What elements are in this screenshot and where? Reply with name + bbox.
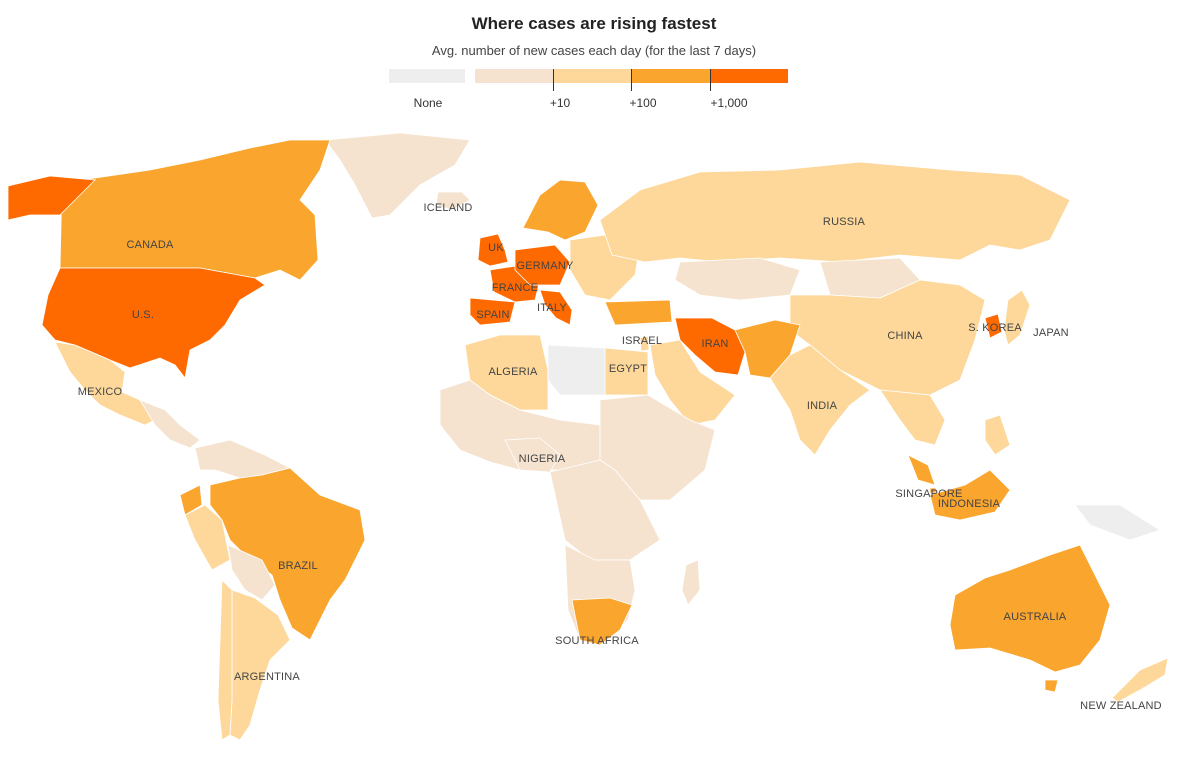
legend-swatch-ten — [553, 69, 631, 83]
region-tasmania — [1044, 679, 1059, 693]
label-germany: GERMANY — [516, 260, 573, 272]
region-japan[interactable] — [1003, 289, 1031, 346]
region-libya — [547, 344, 606, 396]
label-southafrica: SOUTH AFRICA — [555, 635, 639, 647]
region-us[interactable] — [41, 267, 266, 379]
legend-swatch-hundred — [631, 69, 710, 83]
region-png — [1074, 504, 1161, 541]
label-mexico: MEXICO — [78, 386, 123, 398]
region-nigeria[interactable] — [504, 437, 561, 473]
region-iran[interactable] — [674, 317, 746, 376]
legend-swatch-thousand — [710, 69, 788, 83]
region-iceland[interactable] — [435, 191, 471, 211]
legend-swatch-low — [475, 69, 553, 83]
region-arabia — [649, 339, 736, 426]
label-indonesia: INDONESIA — [938, 498, 1001, 510]
label-algeria: ALGERIA — [488, 366, 538, 378]
region-canada[interactable] — [59, 139, 331, 281]
map-subtitle: Avg. number of new cases each day (for t… — [431, 43, 757, 58]
label-uk: UK — [488, 242, 504, 254]
label-newzealand: NEW ZEALAND — [1080, 700, 1162, 712]
legend-tick-hundred — [631, 69, 632, 91]
region-israel[interactable] — [639, 335, 650, 352]
label-us: U.S. — [132, 309, 154, 321]
label-china: CHINA — [887, 330, 923, 342]
label-iran: IRAN — [701, 338, 728, 350]
region-greenland — [324, 132, 471, 219]
label-india: INDIA — [807, 400, 838, 412]
label-nigeria: NIGERIA — [519, 453, 566, 465]
region-germany[interactable] — [514, 244, 571, 286]
legend-label-thousand: +1,000 — [710, 96, 748, 110]
region-central-africa — [549, 459, 661, 561]
region-uk[interactable] — [477, 233, 509, 267]
label-japan: JAPAN — [1033, 327, 1069, 339]
label-france: FRANCE — [492, 282, 538, 294]
color-legend: None +10 +100 +1,000 — [0, 0, 1188, 120]
label-singapore: SINGAPORE — [895, 488, 962, 500]
label-russia: RUSSIA — [823, 216, 866, 228]
label-israel: ISRAEL — [622, 335, 662, 347]
label-iceland: ICELAND — [423, 202, 472, 214]
region-spain[interactable] — [469, 297, 516, 326]
region-ecuador — [179, 484, 203, 516]
region-argentina[interactable] — [229, 589, 291, 741]
region-indonesia[interactable] — [929, 469, 1011, 521]
label-brazil: BRAZIL — [278, 560, 318, 572]
region-southeast-asia — [879, 389, 946, 446]
region-malaysia — [907, 454, 936, 486]
region-bolivia-paraguay — [227, 544, 276, 601]
region-madagascar — [681, 559, 701, 606]
legend-tick-thousand — [710, 69, 711, 91]
region-scandinavia — [522, 179, 599, 241]
legend-swatch-none — [389, 69, 465, 83]
region-kazakhstan — [674, 257, 801, 301]
legend-label-ten: +10 — [549, 96, 571, 110]
region-newzealand[interactable] — [1111, 657, 1169, 703]
region-alaska — [7, 175, 96, 221]
region-india[interactable] — [769, 344, 871, 456]
region-chile — [217, 579, 233, 741]
region-central-america — [139, 399, 201, 449]
label-argentina: ARGENTINA — [234, 671, 300, 683]
map-title: Where cases are rising fastest — [471, 14, 717, 33]
legend-label-hundred: +100 — [629, 96, 657, 110]
region-australia[interactable] — [949, 544, 1111, 673]
label-italy: ITALY — [537, 302, 567, 314]
label-skorea: S. KOREA — [968, 322, 1022, 334]
region-italy[interactable] — [539, 289, 573, 326]
region-skorea[interactable] — [984, 313, 1003, 339]
label-spain: SPAIN — [476, 309, 509, 321]
region-turkey — [604, 299, 673, 326]
legend-label-none: None — [413, 96, 443, 110]
label-australia: AUSTRALIA — [1004, 611, 1067, 623]
label-canada: CANADA — [126, 239, 174, 251]
region-brazil[interactable] — [209, 467, 366, 641]
region-philippines — [984, 414, 1011, 456]
label-egypt: EGYPT — [609, 363, 647, 375]
region-south-africa[interactable] — [571, 597, 633, 646]
legend-tick-ten — [553, 69, 554, 91]
region-russia[interactable] — [599, 161, 1071, 263]
